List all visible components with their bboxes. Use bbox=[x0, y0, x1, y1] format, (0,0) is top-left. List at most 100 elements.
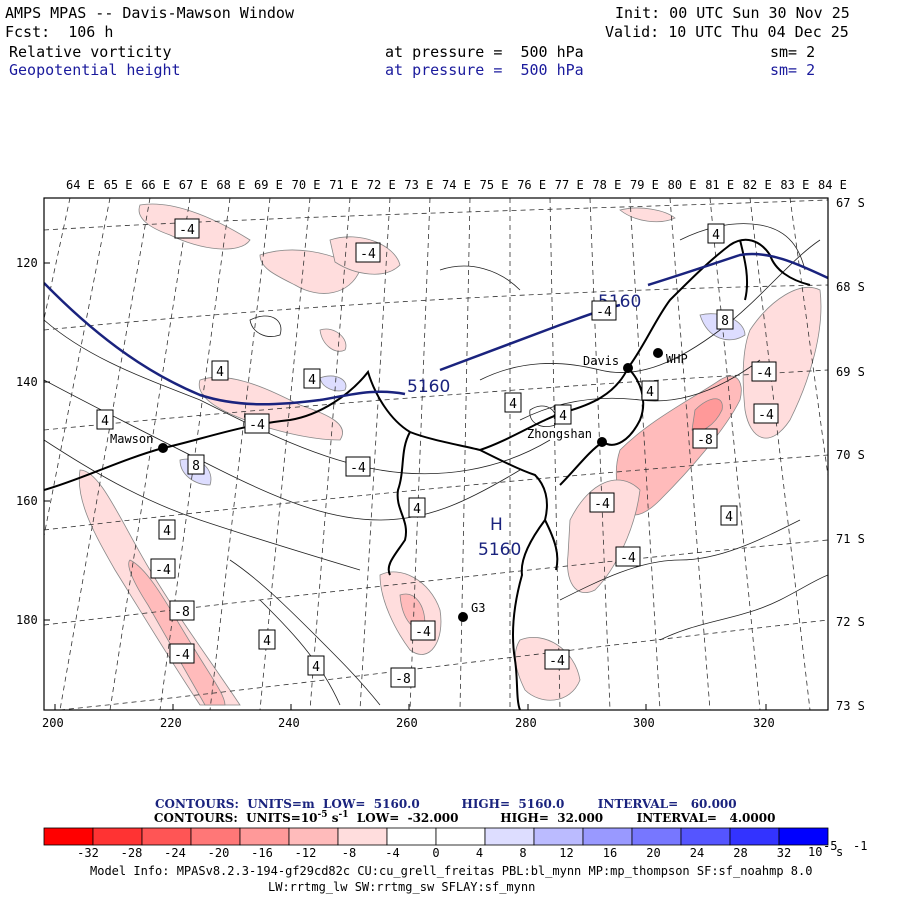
color-scale-label: 16 bbox=[603, 846, 617, 860]
units-sexp: -1 bbox=[853, 839, 867, 853]
field1-name: Relative vorticity bbox=[9, 43, 172, 61]
station-label: Zhongshan bbox=[527, 427, 592, 441]
color-scale-label: -24 bbox=[164, 846, 186, 860]
init-time: Init: 00 UTC Sun 30 Nov 25 bbox=[615, 4, 850, 22]
color-scale-swatch bbox=[435, 827, 486, 846]
latitude-label: 69 S bbox=[836, 365, 865, 379]
latitude-label: 71 S bbox=[836, 532, 865, 546]
longitude-label: 83 E bbox=[780, 178, 809, 192]
longitude-label: 73 E bbox=[404, 178, 433, 192]
y-tick-label: 120 bbox=[16, 256, 38, 270]
color-scale-swatch bbox=[729, 827, 780, 846]
y-tick-label: 180 bbox=[16, 613, 38, 627]
longitude-label: 78 E bbox=[592, 178, 621, 192]
svg-text:4: 4 bbox=[646, 385, 654, 400]
longitude-label: 69 E bbox=[254, 178, 283, 192]
svg-text:4: 4 bbox=[509, 397, 517, 412]
color-scale-swatch bbox=[43, 827, 94, 846]
svg-text:-4: -4 bbox=[596, 305, 612, 320]
color-scale-label: 28 bbox=[733, 846, 747, 860]
vorticity-label: 4 bbox=[211, 360, 229, 381]
vort-info-pre: CONTOURS: UNITS=10 bbox=[154, 811, 318, 825]
svg-text:-4: -4 bbox=[174, 648, 190, 663]
x-tick-label: 240 bbox=[278, 716, 300, 730]
field1-pressure: at pressure = 500 hPa bbox=[385, 43, 584, 61]
color-scale-swatch bbox=[631, 827, 682, 846]
color-scale-label: 0 bbox=[432, 846, 439, 860]
svg-text:-4: -4 bbox=[249, 418, 265, 433]
station-label: G3 bbox=[471, 601, 485, 615]
longitude-label: 68 E bbox=[216, 178, 245, 192]
svg-text:-4: -4 bbox=[758, 408, 774, 423]
vorticity-label: -4 bbox=[169, 643, 195, 664]
color-scale-label: -8 bbox=[342, 846, 356, 860]
color-scale-label: -28 bbox=[121, 846, 143, 860]
field2-name: Geopotential height bbox=[9, 61, 181, 79]
y-tick-label: 140 bbox=[16, 375, 38, 389]
svg-text:-4: -4 bbox=[350, 461, 366, 476]
svg-text:-4: -4 bbox=[179, 223, 195, 238]
longitude-label: 77 E bbox=[555, 178, 584, 192]
vorticity-label: -4 bbox=[174, 218, 200, 239]
vorticity-label: -4 bbox=[591, 300, 617, 321]
svg-text:-4: -4 bbox=[360, 247, 376, 262]
color-scale-swatch bbox=[386, 827, 437, 846]
vorticity-label: 4 bbox=[554, 404, 572, 425]
station-marker bbox=[158, 443, 168, 453]
svg-text:4: 4 bbox=[413, 502, 421, 517]
color-scale-swatch bbox=[680, 827, 731, 846]
vorticity-label: 4 bbox=[720, 505, 738, 526]
color-scale-label: -32 bbox=[77, 846, 99, 860]
x-tick-label: 200 bbox=[42, 716, 64, 730]
vorticity-label: -4 bbox=[150, 558, 176, 579]
vorticity-label: 8 bbox=[716, 309, 734, 330]
color-scale-units: 10 -5 s -1 bbox=[808, 839, 867, 859]
forecast-hour: Fcst: 106 h bbox=[5, 23, 114, 41]
units-base: 10 bbox=[808, 845, 822, 859]
vort-info-s: s bbox=[328, 811, 339, 825]
vorticity-label: 8 bbox=[187, 454, 205, 475]
longitude-label: 72 E bbox=[367, 178, 396, 192]
color-scale-swatch bbox=[141, 827, 192, 846]
x-tick-label: 280 bbox=[515, 716, 537, 730]
field1-smoothing: sm= 2 bbox=[770, 43, 816, 61]
color-scale-label: -4 bbox=[385, 846, 399, 860]
color-scale-swatch bbox=[778, 827, 829, 846]
vorticity-label: -4 bbox=[355, 242, 381, 263]
vorticity-label: -8 bbox=[692, 428, 718, 449]
color-scale-swatch bbox=[337, 827, 388, 846]
physics-info: LW:rrtmg_lw SW:rrtmg_sw SFLAY:sf_mynn bbox=[268, 880, 536, 894]
latitude-label: 72 S bbox=[836, 615, 865, 629]
field2-pressure: at pressure = 500 hPa bbox=[385, 61, 584, 79]
longitude-label: 70 E bbox=[292, 178, 321, 192]
model-info: Model Info: MPASv8.2.3-194-gf29cd82c CU:… bbox=[90, 864, 813, 878]
map-frame bbox=[43, 197, 829, 711]
svg-text:-8: -8 bbox=[395, 672, 411, 687]
vorticity-label: -4 bbox=[589, 492, 615, 513]
plot-title: AMPS MPAS -- Davis-Mawson Window bbox=[5, 4, 294, 22]
x-tick-label: 260 bbox=[396, 716, 418, 730]
vorticity-label: -4 bbox=[544, 649, 570, 670]
vorticity-label: 4 bbox=[504, 392, 522, 413]
vorticity-label: 4 bbox=[158, 519, 176, 540]
units-exp: -5 bbox=[823, 839, 837, 853]
longitude-label-group: 64 E 65 E 66 E 67 E 68 E 69 E 70 E 71 E 72 E 73 E… bbox=[66, 178, 847, 192]
svg-text:-8: -8 bbox=[174, 605, 190, 620]
longitude-label: 79 E bbox=[630, 178, 659, 192]
vorticity-label: -4 bbox=[753, 403, 779, 424]
color-scale-label: -12 bbox=[295, 846, 317, 860]
color-scale-swatch bbox=[190, 827, 241, 846]
color-scale-swatch bbox=[582, 827, 633, 846]
longitude-label: 74 E bbox=[442, 178, 471, 192]
color-scale-label: 20 bbox=[646, 846, 660, 860]
longitude-label: 64 E bbox=[66, 178, 95, 192]
vorticity-contour-info: CONTOURS: UNITS=10-5 s-1 LOW= -32.000 HI… bbox=[133, 810, 788, 825]
longitude-label: 71 E bbox=[329, 178, 358, 192]
latitude-label: 73 S bbox=[836, 699, 865, 713]
station-label: WHP bbox=[666, 352, 688, 366]
vorticity-label: 4 bbox=[408, 497, 426, 518]
station-marker bbox=[597, 437, 607, 447]
longitude-label: 84 E bbox=[818, 178, 847, 192]
vort-info-exp: -5 bbox=[318, 810, 328, 820]
